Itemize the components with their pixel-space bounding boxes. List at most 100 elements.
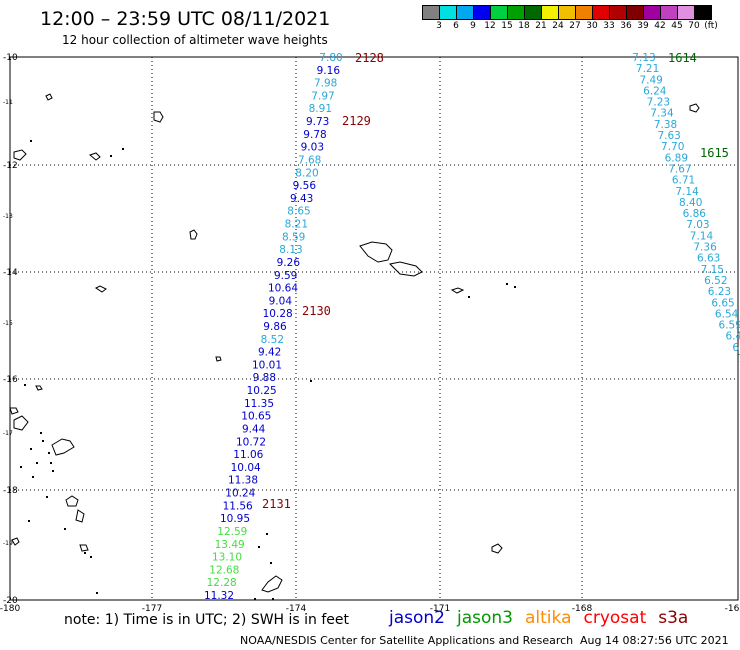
island-dot [506, 283, 508, 285]
wave-height-label: 10.95 [220, 513, 250, 525]
wave-height-label: 9.86 [263, 321, 287, 333]
colorbar-label: 27 [569, 21, 581, 31]
island-dot [258, 546, 260, 548]
island-outline [215, 356, 222, 362]
wave-height-label: 8.20 [295, 167, 318, 179]
island-dot [36, 462, 38, 464]
wave-height-label: 7 [738, 353, 740, 365]
colorbar-label: 21 [535, 21, 547, 31]
colorbar-label: 12 [484, 21, 496, 31]
island-outline [9, 407, 19, 415]
y-minor-label: -19 [3, 540, 13, 547]
island-dot [24, 384, 26, 386]
map-frame [9, 56, 739, 601]
island-dot [266, 533, 268, 535]
pass-time-label: 2131 [262, 497, 291, 511]
wave-height-label: 11.06 [233, 449, 263, 461]
satellite-legend-item: jason2 [389, 608, 445, 628]
wave-height-label: 6.63 [697, 253, 720, 265]
wave-height-label: 7.21 [636, 63, 659, 75]
island-outline [35, 385, 43, 391]
x-tick-label: -177 [142, 604, 162, 614]
island-dot [40, 432, 42, 434]
wave-height-label: 10.24 [225, 488, 255, 500]
wave-height-label: 10.01 [252, 359, 282, 371]
wave-height-label: 6.52 [704, 275, 727, 287]
satellite-legend-item: altika [525, 608, 572, 628]
colorbar-label: 24 [552, 21, 564, 31]
island-dot [122, 148, 124, 150]
island-dot [28, 520, 30, 522]
island-outline [13, 149, 27, 161]
island-outline [491, 543, 503, 554]
page-subtitle: 12 hour collection of altimeter wave hei… [62, 33, 328, 47]
wave-height-label: 7.63 [657, 130, 680, 142]
pass-time-label: 2128 [355, 51, 384, 65]
wave-height-label: 13.10 [212, 552, 242, 564]
pass-time-label: 2129 [342, 114, 371, 128]
wave-height-label: 6.54 [715, 308, 739, 320]
wave-height-label: 7.98 [314, 78, 337, 90]
wave-height-label: 7.67 [668, 163, 691, 175]
footer-timestamp: Aug 14 08:27:56 UTC 2021 [580, 634, 729, 647]
wave-height-label: 7.03 [686, 219, 709, 231]
y-tick-label: -10 [3, 53, 18, 63]
wave-height-label: 9.59 [274, 270, 297, 282]
wave-height-label: 8.21 [285, 219, 308, 231]
wave-height-label: 9.44 [242, 423, 266, 435]
pass-time-label: 1614 [668, 51, 697, 65]
satellite-legend-item: s3a [658, 608, 689, 628]
pass-time-label: 2130 [302, 304, 331, 318]
colorbar-label: 9 [470, 21, 476, 31]
island-dot [310, 380, 312, 382]
wave-height-label: 6.24 [643, 85, 667, 97]
colorbar-label: 18 [518, 21, 530, 31]
wave-height-label: 9.56 [293, 180, 317, 192]
wave-height-label: 6.86 [683, 208, 707, 220]
wave-height-label: 10.65 [241, 411, 271, 423]
wave-height-label: 7.34 [650, 108, 674, 120]
colorbar-label: 3 [436, 21, 442, 31]
footer-credit: NOAA/NESDIS Center for Satellite Applica… [240, 634, 574, 647]
island-dot [64, 528, 66, 530]
x-tick-label: -171 [430, 604, 450, 614]
colorbar-label: 70 [688, 21, 700, 31]
wave-height-label: 8.40 [679, 197, 702, 209]
wave-height-label: 9.73 [306, 116, 329, 128]
colorbar-label: 15 [501, 21, 513, 31]
wave-height-label: 7.36 [693, 242, 717, 254]
wave-height-label: 8.65 [287, 206, 310, 218]
colorbar-label: 36 [620, 21, 632, 31]
island-dot [46, 496, 48, 498]
wave-height-label: 12.68 [209, 564, 239, 576]
island-outline [450, 287, 465, 294]
island-dot [30, 140, 32, 142]
wave-height-label: 9.88 [253, 372, 276, 384]
colorbar-label: 30 [586, 21, 598, 31]
wave-height-label: 7.14 [675, 186, 699, 198]
y-tick-label: -12 [3, 161, 18, 171]
wave-height-label: 7.68 [298, 154, 321, 166]
wave-height-label: 6.4 [725, 331, 740, 343]
island-dot [84, 552, 86, 554]
wave-height-label: 10.72 [236, 436, 266, 448]
island-outline [65, 495, 79, 507]
wave-height-label: 11.35 [244, 398, 274, 410]
island-dot [30, 448, 32, 450]
wave-height-label: 8.91 [309, 103, 332, 115]
wave-height-label: 7.23 [647, 97, 670, 109]
wave-height-label: 10.25 [247, 385, 277, 397]
wave-height-label: 11.32 [204, 590, 234, 602]
pass-time-label: 1615 [700, 146, 729, 160]
island-dot [20, 466, 22, 468]
wave-height-label: 7.80 [319, 52, 342, 64]
island-dot [42, 440, 44, 442]
footer-note: note: 1) Time is in UTC; 2) SWH is in fe… [64, 612, 350, 628]
island-outline [388, 261, 423, 277]
satellite-legend-item: jason3 [457, 608, 513, 628]
wave-height-label: 8.59 [282, 231, 305, 243]
island-outline [689, 103, 700, 113]
wave-height-label: 7.38 [654, 119, 677, 131]
y-tick-label: -16 [3, 375, 18, 385]
